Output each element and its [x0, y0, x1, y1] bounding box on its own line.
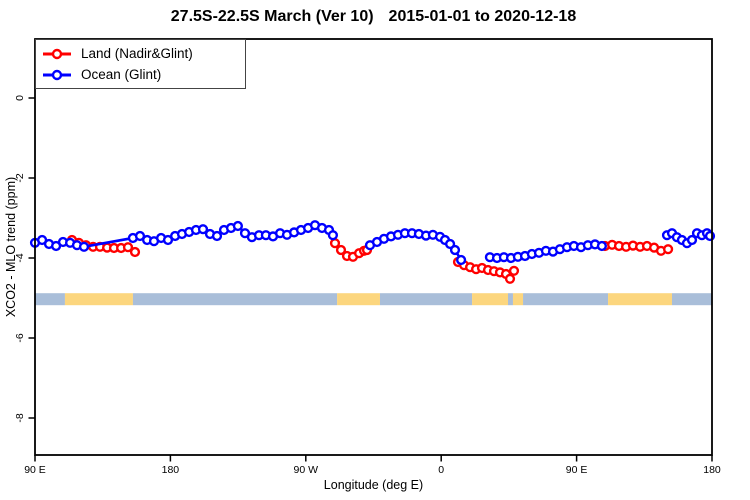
data-point: [327, 230, 339, 241]
x-tick-label: 180: [703, 464, 721, 476]
data-point: [162, 234, 174, 246]
strip-segment-land: [472, 293, 508, 306]
data-point: [78, 241, 90, 252]
strip-segment-ocean: [132, 293, 338, 306]
y-tick-label: 0: [14, 95, 26, 101]
legend-label-ocean: Ocean (Glint): [81, 66, 162, 82]
strip-segment-ocean: [507, 293, 513, 306]
x-axis: 90 E 180 90 W 0 90 E 180: [24, 455, 721, 476]
data-point: [197, 224, 209, 235]
data-point: [662, 244, 674, 255]
x-axis-title: Longitude (deg E): [323, 478, 424, 492]
data-point: [232, 220, 244, 232]
title-region-month: 27.5S-22.5S March (Ver 10): [170, 8, 374, 25]
x-tick-label: 0: [438, 464, 444, 476]
strip-segment-ocean: [379, 293, 473, 306]
strip-segment-land: [512, 293, 524, 306]
data-point: [329, 238, 341, 249]
ocean-series-marker-icon: [43, 69, 71, 80]
y-axis: 0 -2 -4 -6 -8: [14, 95, 35, 423]
title-date-range: 2015-01-01 to 2020-12-18: [388, 8, 577, 25]
data-point: [134, 230, 146, 242]
legend-item-ocean: Ocean (Glint): [42, 65, 245, 84]
strip-segment-ocean: [35, 293, 65, 306]
y-tick-label: -4: [14, 253, 26, 262]
data-point: [456, 254, 467, 266]
strip-segment-ocean: [671, 293, 712, 306]
data-point: [122, 242, 134, 253]
x-tick-label: 90 E: [24, 464, 46, 476]
legend: Land (Nadir&Glint) Ocean (Glint): [35, 39, 246, 89]
chart-title: 27.5S-22.5S March (Ver 10) 2015-01-01 to…: [35, 8, 712, 26]
strip-segment-land: [337, 293, 380, 306]
y-tick-label: -6: [14, 333, 26, 342]
x-tick-label: 180: [162, 464, 180, 476]
legend-label-land: Land (Nadir&Glint): [81, 45, 193, 61]
x-tick-label: 90 W: [294, 464, 319, 476]
legend-item-land: Land (Nadir&Glint): [42, 44, 245, 63]
strip-segment-land: [64, 293, 133, 306]
plot-border: [34, 38, 713, 456]
x-tick-label: 90 E: [566, 464, 588, 476]
strip-segment-ocean: [523, 293, 609, 306]
data-point: [211, 230, 223, 242]
y-tick-label: -8: [14, 413, 26, 422]
strip-segment-land: [608, 293, 672, 306]
data-point: [508, 265, 520, 276]
land-series-marker-icon: [43, 48, 71, 59]
y-tick-label: -2: [14, 173, 26, 182]
data-point: [335, 244, 347, 256]
data-point: [686, 234, 698, 246]
y-axis-title: XCO2 - MLO trend (ppm): [4, 176, 18, 318]
data-point: [449, 244, 461, 256]
data-point: [504, 273, 516, 284]
data-point: [596, 240, 608, 252]
land-ocean-strip: [35, 293, 712, 306]
data-point: [129, 246, 141, 258]
